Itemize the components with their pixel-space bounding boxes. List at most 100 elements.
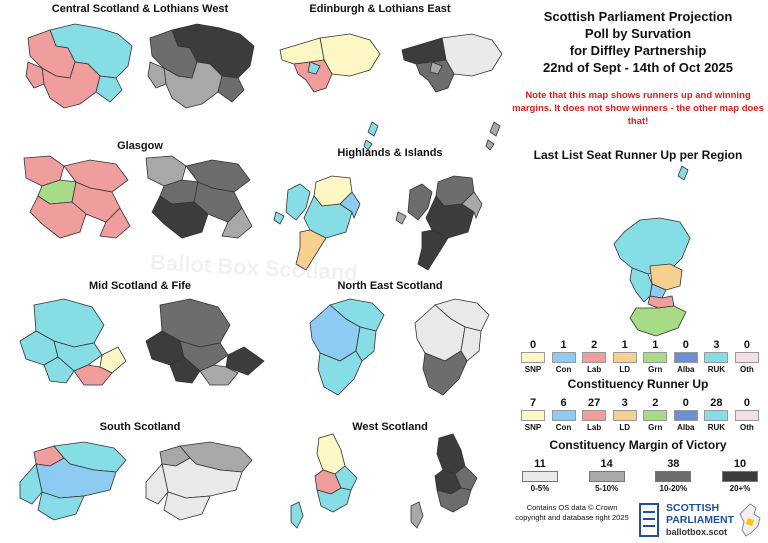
- swatch: [522, 471, 558, 482]
- title-line-2: Poll by Survation: [584, 26, 692, 41]
- map-south-margin: [140, 438, 260, 528]
- map-area: [629, 305, 687, 337]
- const-legend-oth: 0 Oth: [734, 396, 760, 432]
- party-label: Grn: [648, 365, 663, 374]
- map-area: [293, 59, 333, 93]
- swatch: [643, 410, 668, 421]
- const-legend-lab: 27 Lab: [581, 396, 607, 432]
- map-central-margin: [142, 18, 262, 113]
- map-area: [43, 356, 75, 384]
- swatch: [734, 352, 759, 363]
- count: 0: [682, 339, 689, 351]
- list-legend-ruk: 3 RUK: [703, 338, 729, 374]
- margin-legend-5-10: 14 5-10%: [587, 457, 627, 493]
- map-area: [425, 195, 475, 239]
- title-south: South Scotland: [99, 421, 181, 433]
- swatch: [521, 410, 545, 421]
- constituency-runner-up-title: Constituency Runner Up: [567, 377, 709, 391]
- count: 3: [621, 397, 628, 409]
- map-area: [225, 346, 265, 376]
- map-area: [25, 61, 45, 89]
- band-label: 20+%: [729, 484, 751, 493]
- margin-legend-0-5: 11 0-5%: [520, 457, 560, 493]
- map-northeast-margin: [405, 295, 495, 405]
- band-label: 5-10%: [595, 484, 619, 493]
- list-runner-up-title: Last List Seat Runner Up per Region: [533, 148, 743, 162]
- swatch: [551, 410, 576, 421]
- warning-note: Note that this map shows runners up and …: [512, 90, 764, 127]
- party-label: Oth: [740, 423, 754, 432]
- map-area: [221, 207, 253, 239]
- map-area: [19, 463, 43, 505]
- title-line-3: for Diffley Partnership: [569, 43, 707, 58]
- list-legend-ld: 1 LD: [612, 338, 638, 374]
- margin-title: Constituency Margin of Victory: [549, 438, 727, 452]
- map-area: [37, 491, 85, 521]
- count: 2: [652, 397, 659, 409]
- map-edinburgh-runner-up: [270, 30, 385, 95]
- const-legend-grn: 2 Grn: [642, 396, 668, 432]
- margin-legend: 11 0-5% 14 5-10% 38 10-20% 10 20+%: [520, 457, 760, 493]
- party-label: SNP: [524, 423, 542, 432]
- map-area: [145, 463, 169, 505]
- party-label: Alba: [677, 365, 695, 374]
- const-legend-snp: 7 SNP: [520, 396, 546, 432]
- map-west-margin: [405, 432, 495, 542]
- map-scotland-list-runner-up: [600, 162, 700, 342]
- map-area: [316, 433, 346, 475]
- map-area: [217, 75, 245, 103]
- count: 11: [534, 458, 546, 470]
- const-legend-ruk: 28 RUK: [703, 396, 729, 432]
- list-legend-oth: 0 Oth: [734, 338, 760, 374]
- map-area: [415, 59, 455, 93]
- count: 38: [667, 458, 680, 470]
- map-area: [410, 501, 424, 529]
- count: 1: [560, 339, 567, 351]
- map-highlands-margin: [392, 120, 507, 285]
- map-area: [279, 37, 325, 65]
- map-area: [355, 326, 377, 362]
- count: 2: [591, 339, 598, 351]
- map-edinburgh-margin: [392, 30, 507, 95]
- title-edinburgh: Edinburgh & Lothians East: [309, 3, 451, 15]
- swatch: [612, 352, 637, 363]
- map-area: [307, 61, 321, 75]
- margin-legend-20-plus: 10 20+%: [720, 457, 760, 493]
- map-area: [677, 165, 689, 181]
- map-area: [169, 356, 201, 384]
- map-area: [316, 487, 352, 513]
- map-area: [629, 267, 653, 303]
- party-label: Alba: [677, 423, 695, 432]
- map-area: [460, 326, 482, 362]
- os-credit: Contains OS data © Crown copyright and d…: [515, 503, 629, 522]
- swatch: [673, 410, 698, 421]
- swatch: [655, 471, 692, 482]
- list-legend-con: 1 Con: [551, 338, 577, 374]
- map-area: [401, 37, 447, 65]
- list-legend-snp: 0 SNP: [520, 338, 546, 374]
- map-area: [317, 350, 363, 396]
- map-highlands-runner-up: [270, 120, 385, 285]
- map-area: [303, 195, 353, 239]
- logo-line-3: ballotbox.scot: [666, 527, 728, 537]
- title-glasgow: Glasgow: [117, 140, 163, 152]
- count: 10: [733, 458, 747, 470]
- swatch: [673, 352, 698, 363]
- map-area: [407, 183, 433, 221]
- map-area: [163, 491, 211, 521]
- title-line-4: 22nd of Sept - 14th of Oct 2025: [543, 60, 733, 75]
- map-area: [151, 195, 209, 239]
- logo-line-2: PARLIAMENT: [666, 514, 735, 526]
- title-central: Central Scotland & Lothians West: [51, 3, 229, 15]
- map-northeast-runner-up: [300, 295, 390, 405]
- map-area: [422, 350, 468, 396]
- map-glasgow-runner-up: [20, 152, 135, 244]
- list-legend-lab: 2 Lab: [581, 338, 607, 374]
- map-area: [95, 75, 123, 103]
- party-label: Con: [555, 365, 572, 374]
- map-area: [395, 211, 407, 225]
- map-area: [99, 207, 131, 239]
- count: 0: [743, 339, 750, 351]
- margin-legend-10-20: 38 10-20%: [653, 457, 693, 493]
- map-area: [461, 191, 483, 220]
